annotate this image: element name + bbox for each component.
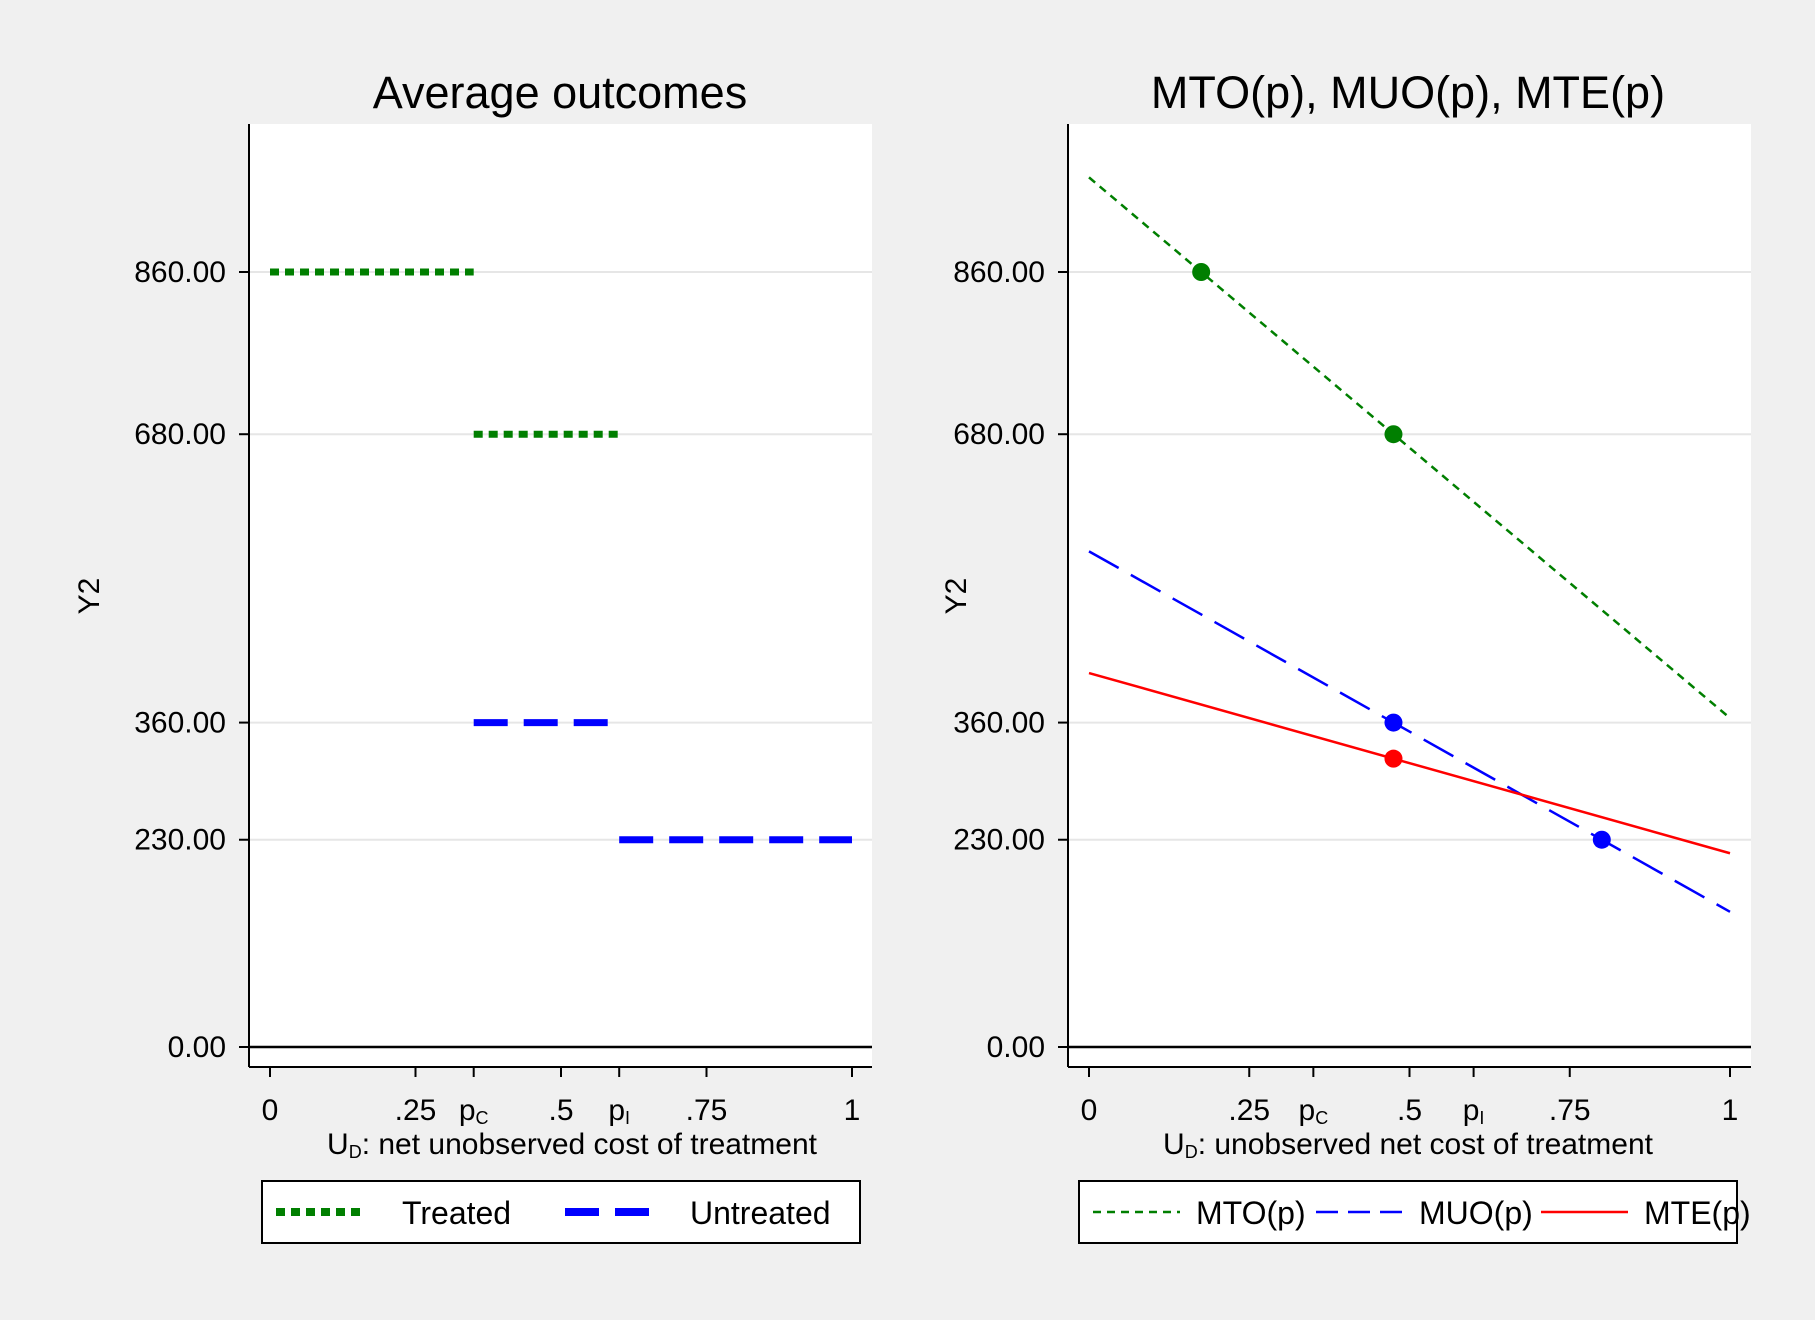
right-x-tick-label: .5 — [1397, 1094, 1422, 1127]
right-point-mto-p-1 — [1192, 263, 1211, 281]
right-points — [1192, 263, 1611, 849]
right-point-mto-p-2 — [1384, 425, 1403, 444]
right-chart-title: MTO(p), MUO(p), MTE(p) — [1151, 67, 1665, 118]
right-x-tick-label: .75 — [1549, 1094, 1591, 1127]
legend-label-treated: Treated — [402, 1195, 511, 1231]
right-x-axis: 0 .25 pC .5 pI .75 1 — [1068, 1066, 1751, 1128]
left-y-tick-label: 230.00 — [134, 824, 226, 857]
left-legend-box — [261, 1180, 861, 1244]
left-y-tick-label: 860.00 — [134, 256, 226, 289]
left-panel: Average outcomes 0.00 230.00 360.00 680.00 8… — [73, 67, 872, 1244]
left-x-tick-label: pI — [608, 1094, 630, 1128]
left-x-tick-label: 0 — [262, 1094, 279, 1127]
right-x-tick-label: pI — [1463, 1094, 1485, 1128]
legend-label-muo: MUO(p) — [1419, 1195, 1533, 1231]
left-x-tick-label: 1 — [844, 1094, 861, 1127]
left-series — [270, 268, 852, 844]
right-point-muo-p-3 — [1384, 713, 1403, 732]
right-gridlines — [1068, 271, 1751, 1049]
right-point-mte-p-5 — [1384, 749, 1403, 768]
right-x-tick-label: pC — [1299, 1094, 1329, 1128]
left-y-tick-label: 0.00 — [168, 1031, 226, 1064]
right-panel: MTO(p), MUO(p), MTE(p) 0.00 230.00 360.00 6… — [940, 67, 1751, 1244]
left-chart-title: Average outcomes — [373, 67, 747, 118]
right-y-tick-label: 680.00 — [953, 418, 1045, 451]
left-x-axis-label: UD: net unobserved cost of treatment — [327, 1128, 818, 1162]
right-x-tick-label: 1 — [1722, 1094, 1739, 1127]
legend-label-mte: MTE(p) — [1644, 1195, 1751, 1231]
left-y-tick-label: 680.00 — [134, 418, 226, 451]
left-x-tick-label: .75 — [686, 1094, 728, 1127]
left-plot-area — [249, 124, 872, 1067]
left-x-axis: 0 .25 pC .5 pI .75 1 — [249, 1066, 872, 1128]
legend-label-mto: MTO(p) — [1196, 1195, 1306, 1231]
right-legend: MTO(p) MUO(p) MTE(p) — [1078, 1180, 1751, 1244]
right-y-axis-label: Y2 — [940, 578, 973, 615]
left-y-axis: 0.00 230.00 360.00 680.00 860.00 — [134, 124, 250, 1067]
left-x-tick-label: pC — [459, 1094, 489, 1128]
right-y-tick-label: 230.00 — [953, 824, 1045, 857]
left-legend: Treated Untreated — [261, 1180, 861, 1244]
right-x-axis-label: UD: unobserved net cost of treatment — [1163, 1128, 1654, 1162]
right-y-tick-label: 360.00 — [953, 707, 1045, 740]
left-x-tick-label: .25 — [395, 1094, 437, 1127]
legend-label-untreated: Untreated — [690, 1195, 831, 1231]
right-y-tick-label: 0.00 — [987, 1031, 1045, 1064]
left-x-tick-label: .5 — [548, 1094, 573, 1127]
right-x-tick-label: .25 — [1228, 1094, 1270, 1127]
right-y-tick-label: 860.00 — [953, 256, 1045, 289]
right-series-muo-p-line — [1088, 550, 1731, 913]
right-x-tick-label: 0 — [1081, 1094, 1098, 1127]
right-plot-area — [1068, 124, 1751, 1067]
right-series-mte-p-line — [1088, 671, 1731, 855]
right-series — [1088, 176, 1731, 913]
right-point-muo-p-4 — [1592, 830, 1611, 849]
left-y-axis-label: Y2 — [73, 578, 106, 615]
left-y-tick-label: 360.00 — [134, 707, 226, 740]
right-y-axis: 0.00 230.00 360.00 680.00 860.00 — [953, 124, 1069, 1067]
